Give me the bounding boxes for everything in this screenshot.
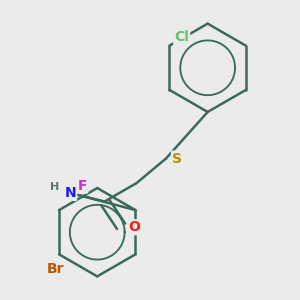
Text: N: N	[64, 186, 76, 200]
Text: F: F	[78, 178, 87, 193]
Text: S: S	[172, 152, 182, 166]
Text: O: O	[128, 220, 140, 234]
Text: Br: Br	[46, 262, 64, 276]
Text: H: H	[50, 182, 59, 192]
Text: Cl: Cl	[174, 30, 189, 44]
